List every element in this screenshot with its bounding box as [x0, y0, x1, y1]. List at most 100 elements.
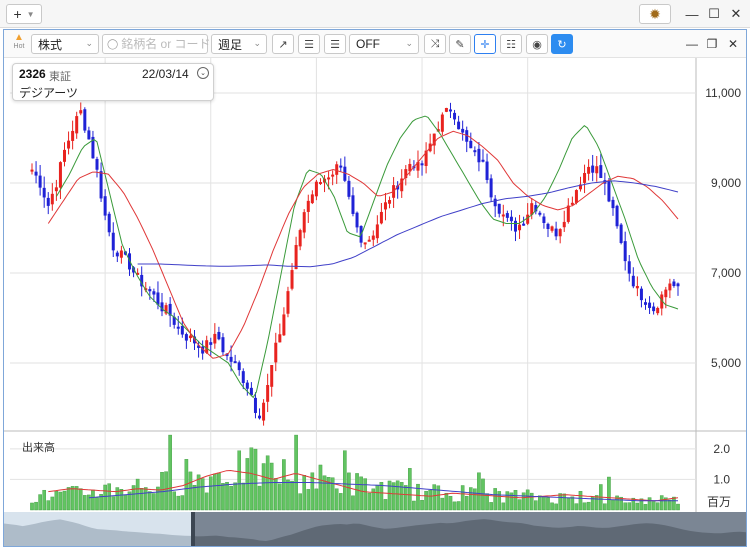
chevron-down-icon[interactable]: ⌄ [197, 67, 209, 79]
candle-body [672, 281, 676, 287]
volume-bar [338, 493, 343, 511]
candle-body [115, 252, 119, 257]
volume-bar [615, 495, 619, 511]
volume-bar [631, 497, 636, 511]
candle-body [294, 245, 298, 270]
volume-bar [505, 491, 510, 511]
candle-body [67, 140, 71, 149]
candle-body [197, 345, 201, 348]
shuffle-button[interactable]: ⤨ [424, 34, 446, 54]
period-select[interactable]: 週足 ⌄ [211, 34, 267, 54]
volume-bar [172, 491, 177, 511]
volume-bar [95, 497, 99, 511]
candle-body [664, 289, 668, 298]
volume-bar [241, 482, 246, 511]
crosshair-icon: ✛ [480, 38, 490, 51]
candle-body [652, 306, 656, 312]
close-button[interactable]: ✕ [730, 6, 742, 21]
candle-body [71, 130, 75, 141]
candle-body [339, 165, 343, 168]
volume-bar [50, 496, 55, 511]
refresh-button[interactable]: ↻ [551, 34, 573, 54]
volume-bar [379, 482, 384, 511]
candle-body [38, 175, 42, 188]
align-right-button[interactable]: ☰ [324, 34, 346, 54]
candle-body [595, 166, 599, 174]
volume-bar [448, 496, 453, 511]
candle-body [221, 337, 225, 353]
volume-bar [387, 480, 392, 511]
navigator-handle[interactable] [191, 512, 195, 546]
candle-body [343, 166, 347, 181]
add-tab-button[interactable]: + ▼ [6, 4, 42, 24]
volume-bar [432, 484, 437, 511]
candle-body [107, 213, 111, 233]
security-type-select[interactable]: 株式 ⌄ [31, 34, 99, 54]
symbol-search[interactable]: ◯ [102, 34, 210, 54]
candle-body [270, 365, 274, 387]
candle-body [140, 274, 144, 287]
volume-bar [74, 486, 79, 511]
chevron-down-icon: ⌄ [85, 38, 93, 48]
minimize-button[interactable]: — [685, 6, 699, 22]
candle-body [188, 335, 192, 339]
panel-restore-button[interactable]: ❐ [706, 37, 718, 51]
draw-button[interactable]: ✎ [449, 34, 471, 54]
hot-button[interactable]: ▲ Hot [10, 33, 28, 55]
price-volume-chart[interactable]: 19/10/0720/04/0620/10/0521/04/0521/10/04… [4, 58, 746, 512]
symbol-search-input[interactable] [121, 37, 210, 51]
symbol-market: 東証 [49, 71, 71, 83]
volume-bar [574, 503, 579, 511]
volume-tick-label: 1.0 [713, 472, 730, 486]
volume-bar [127, 491, 132, 511]
symbol-info-panel: 2326 東証 22/03/14 ⌄ デジアーツ [12, 63, 214, 101]
panel-close-button[interactable]: ✕ [727, 37, 739, 51]
volume-bar [261, 463, 266, 511]
screenshot-button[interactable]: ◉ [526, 34, 548, 54]
chart-area[interactable]: 19/10/0720/04/0620/10/0521/04/0521/10/04… [4, 58, 746, 512]
candle-body [99, 171, 103, 199]
candle-body [526, 214, 530, 224]
settings-button[interactable]: ✹ [639, 4, 671, 24]
volume-bar [310, 472, 315, 511]
volume-bar [383, 499, 388, 511]
indicator-select[interactable]: OFF ⌄ [349, 34, 419, 54]
crosshair-button[interactable]: ✛ [474, 34, 496, 54]
candle-body [327, 177, 331, 180]
volume-bar [351, 495, 355, 511]
maximize-button[interactable]: ☐ [708, 6, 720, 21]
candle-body [558, 229, 562, 237]
candle-body [489, 178, 493, 198]
volume-bar [619, 496, 623, 511]
volume-bar [412, 500, 416, 511]
volume-bar [62, 490, 67, 511]
volume-bar [497, 491, 502, 511]
candle-body [34, 171, 38, 176]
panel-minimize-button[interactable]: — [686, 37, 698, 51]
candle-body [258, 415, 262, 419]
volume-bar [119, 489, 124, 511]
candle-body [274, 342, 278, 363]
volume-bar [217, 472, 221, 511]
trendline-button[interactable]: ↗ [272, 34, 294, 54]
candle-body [631, 275, 635, 287]
range-navigator[interactable] [4, 512, 746, 546]
align-left-button[interactable]: ☰ [298, 34, 320, 54]
candle-body [50, 193, 54, 205]
volume-bar [278, 483, 282, 511]
candle-body [83, 109, 87, 131]
candle-body [607, 181, 611, 202]
settings-list-button[interactable]: ☷ [500, 34, 522, 54]
volume-bar [70, 486, 75, 511]
volume-bar [408, 468, 412, 511]
candle-body [497, 203, 501, 214]
candle-body [538, 212, 542, 215]
chart-window: ▲ Hot 株式 ⌄ ◯ 週足 ⌄ ↗ ☰ ☰ OFF ⌄ ⤨ ✎ ✛ ☷ ◉ … [3, 29, 747, 547]
volume-bar [347, 472, 351, 511]
volume-bar [34, 501, 38, 511]
volume-bar [566, 498, 571, 511]
candle-body [184, 334, 188, 341]
volume-bar [83, 495, 87, 511]
volume-bar [403, 485, 408, 511]
candle-body [209, 342, 213, 345]
